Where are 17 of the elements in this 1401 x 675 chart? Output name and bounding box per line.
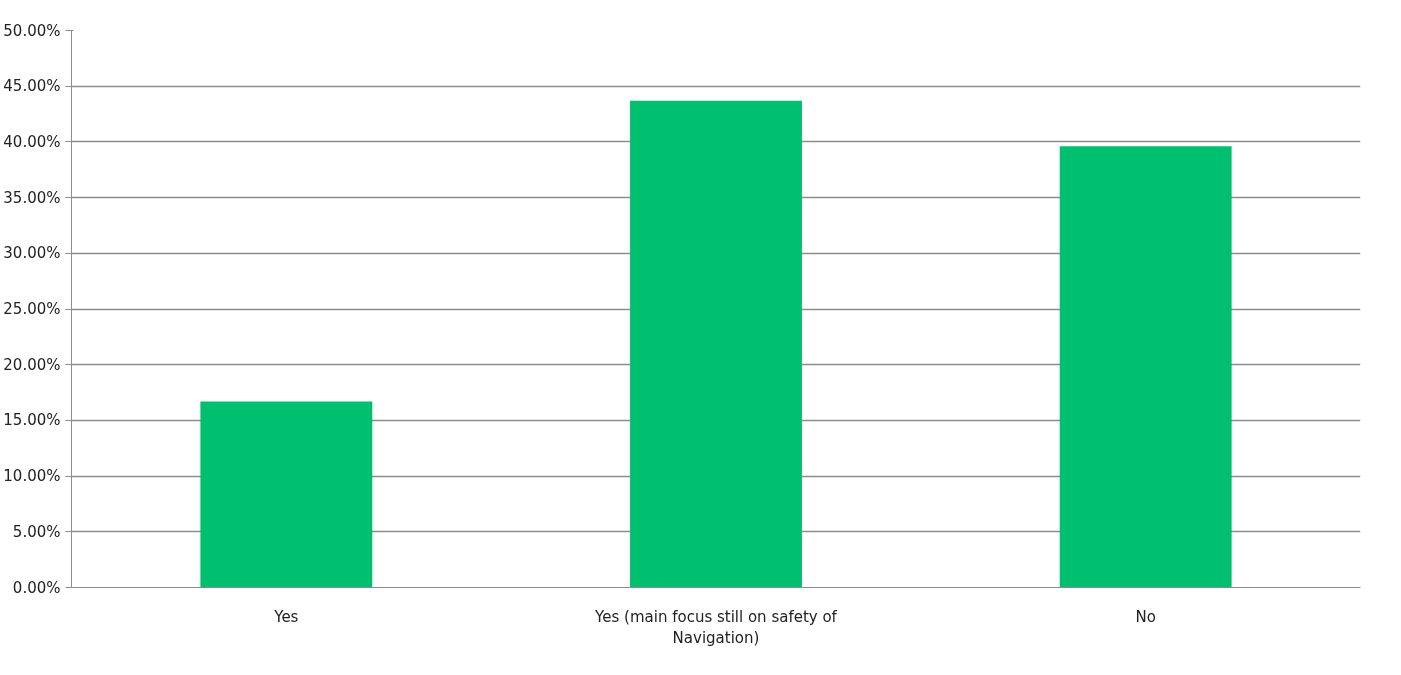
y-tick-label: 0.00%: [12, 578, 61, 597]
y-tick-label: 5.00%: [12, 522, 61, 541]
x-tick-label: Yes: [273, 607, 299, 626]
y-tick-label: 30.00%: [3, 244, 61, 263]
y-tick-label: 40.00%: [3, 132, 61, 151]
bar: [200, 401, 373, 588]
bar: [630, 100, 802, 588]
y-tick-label: 15.00%: [3, 411, 61, 430]
y-tick-label: 10.00%: [3, 467, 61, 486]
y-tick-label: 25.00%: [3, 300, 61, 318]
y-tick-label: 20.00%: [3, 355, 61, 374]
x-tick-label: Yes (main focus still on safety of Navigation): [594, 607, 838, 648]
y-tick-label: 35.00%: [3, 188, 61, 207]
y-tick-label: 50.00%: [3, 21, 61, 40]
bar: [1059, 146, 1232, 588]
y-tick-label: 45.00%: [3, 77, 61, 96]
x-tick-label: No: [1135, 607, 1156, 626]
